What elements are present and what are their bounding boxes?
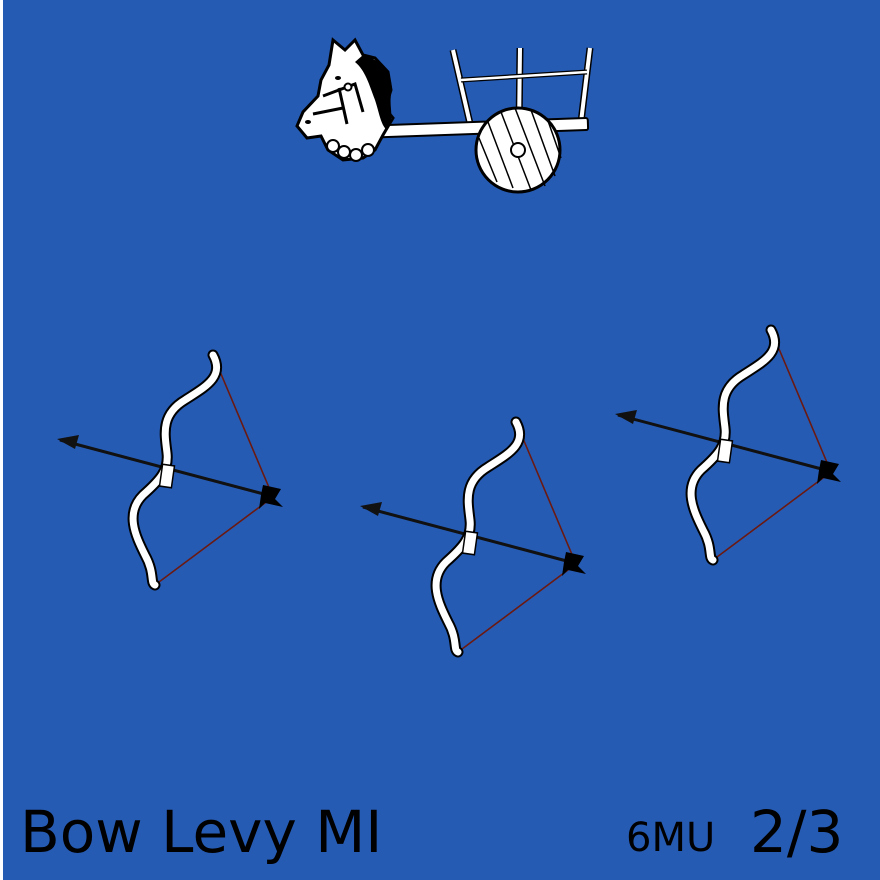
- bow-and-arrow-icon: [615, 330, 841, 560]
- horse-chariot-icon: [295, 37, 594, 194]
- movement-label: 6MU: [626, 815, 716, 861]
- bow-and-arrow-icon: [57, 355, 283, 585]
- bow-and-arrow-icon: [360, 422, 586, 652]
- counter-artwork: [3, 37, 880, 880]
- unit-name-label: Bow Levy MI: [20, 798, 383, 866]
- unit-counter[interactable]: Bow Levy MI 6MU 2/3: [3, 0, 880, 880]
- strength-label: 2/3: [750, 798, 844, 866]
